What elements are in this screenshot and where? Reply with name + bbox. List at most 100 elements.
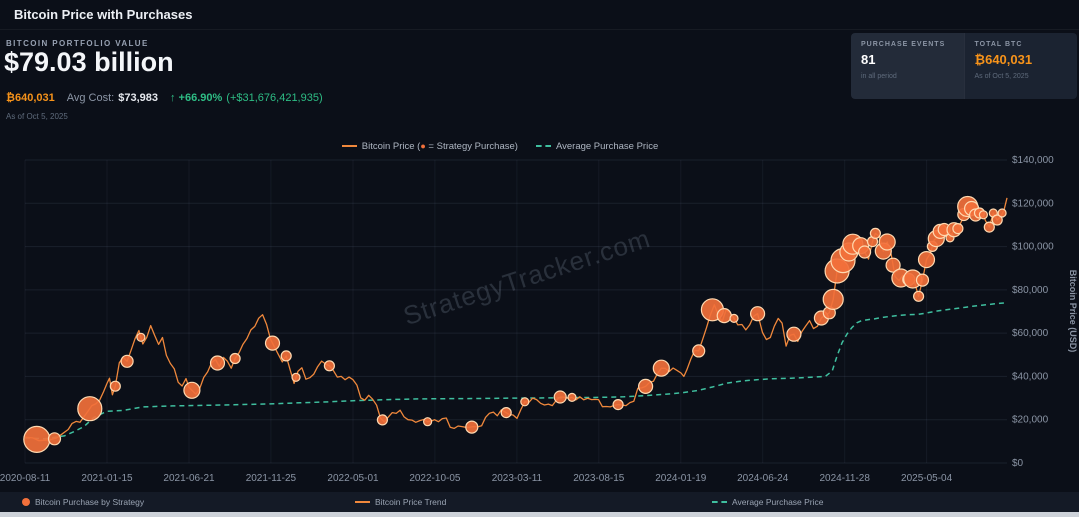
purchase-marker[interactable] <box>500 407 512 419</box>
purchase-marker[interactable] <box>553 390 567 404</box>
legend-purchase-label: Bitcoin Purchase by Strategy <box>35 497 145 507</box>
horizontal-scrollbar[interactable] <box>0 512 1079 517</box>
price-chart[interactable]: $0 $20,000 $40,000 $60,000 $80,000 $100,000 $1… <box>0 155 1079 489</box>
header-divider <box>0 29 1079 30</box>
portfolio-value: $79.03 billion <box>4 47 174 77</box>
purchase-events-label: PURCHASE EVENTS <box>861 41 946 48</box>
purchase-marker[interactable] <box>652 359 670 377</box>
purchase-marker[interactable] <box>857 245 872 259</box>
purchase-events-column: PURCHASE EVENTS 81 in all period <box>851 33 964 99</box>
purchase-marker[interactable] <box>109 380 121 392</box>
legend-price-label: Bitcoin Price (● = Strategy Purchase) <box>361 140 518 152</box>
purchase-marker[interactable] <box>520 397 530 407</box>
purchase-marker[interactable] <box>323 360 335 372</box>
legend-avg-label: Average Purchase Price <box>555 140 659 152</box>
x-tick-label: 2022-10-05 <box>409 473 461 484</box>
purchase-marker[interactable] <box>567 392 577 402</box>
purchase-marker[interactable] <box>869 227 882 240</box>
purchase-marker[interactable] <box>136 332 146 342</box>
purchase-marker[interactable] <box>209 355 226 371</box>
purchase-marker[interactable] <box>376 414 388 426</box>
avg-price-dash-swatch <box>535 145 551 147</box>
y-tick-label: $0 <box>1012 458 1024 469</box>
y-tick-label: $40,000 <box>1012 371 1049 382</box>
purchase-marker[interactable] <box>983 221 995 233</box>
portfolio-value-label: BITCOIN PORTFOLIO VALUE <box>6 39 149 48</box>
x-tick-label: 2023-08-15 <box>573 473 625 484</box>
purchase-marker[interactable] <box>183 381 201 399</box>
y-tick-label: $120,000 <box>1012 198 1054 209</box>
legend-avg-purchase-price: Average Purchase Price <box>712 492 824 512</box>
purchase-marker[interactable] <box>120 354 134 368</box>
legend-price-trend: Bitcoin Price Trend <box>355 492 446 512</box>
purchase-marker[interactable] <box>465 420 479 434</box>
x-tick-label: 2021-06-21 <box>163 473 215 484</box>
purchase-marker[interactable] <box>637 378 654 394</box>
purchase-marker[interactable] <box>729 313 739 323</box>
x-tick-label: 2025-05-04 <box>901 473 953 484</box>
purchase-marker[interactable] <box>264 335 281 351</box>
price-line-swatch <box>341 145 357 147</box>
y-axis-title: Bitcoin Price (USD) <box>1068 270 1078 353</box>
purchase-marker[interactable] <box>77 396 103 422</box>
y-tick-label: $20,000 <box>1012 415 1049 426</box>
purchase-dot-icon: ● <box>420 140 426 151</box>
legend-purchase-by-strategy: Bitcoin Purchase by Strategy <box>22 492 144 512</box>
x-tick-label: 2024-06-24 <box>737 473 789 484</box>
purchase-marker[interactable] <box>878 233 896 251</box>
purchase-marker[interactable] <box>692 344 706 358</box>
purchase-marker[interactable] <box>991 214 1003 226</box>
x-tick-label: 2022-05-01 <box>327 473 379 484</box>
purchase-marker[interactable] <box>786 326 802 342</box>
purchase-marker[interactable] <box>423 417 433 427</box>
x-tick-label: 2023-03-11 <box>492 473 543 484</box>
total-btc-date: As of Oct 5, 2025 <box>974 73 1029 80</box>
purchase-marker[interactable] <box>978 210 989 220</box>
gain-percent: ↑ +66.90% <box>170 92 223 104</box>
legend-avg-purchase-label: Average Purchase Price <box>732 497 824 507</box>
purchase-marker[interactable] <box>952 222 964 235</box>
legend-bitcoin-price: Bitcoin Price (● = Strategy Purchase) <box>341 140 518 152</box>
purchase-events-period: in all period <box>861 73 897 80</box>
gain: ↑ +66.90% (+$31,676,421,935) <box>170 92 323 104</box>
chart-legend-bottom: Bitcoin Purchase by Strategy Bitcoin Pri… <box>0 492 1079 512</box>
x-tick-label: 2020-08-11 <box>0 473 51 484</box>
purchase-marker[interactable] <box>229 352 241 365</box>
x-tick-label: 2024-11-28 <box>819 473 870 484</box>
purchase-marker[interactable] <box>915 273 930 287</box>
legend-price-trend-label: Bitcoin Price Trend <box>375 497 447 507</box>
as-of-date: As of Oct 5, 2025 <box>6 112 68 121</box>
purchase-marker[interactable] <box>280 350 292 362</box>
purchase-marker-icon <box>22 498 30 506</box>
y-tick-label: $60,000 <box>1012 328 1049 339</box>
price-line <box>24 197 1008 442</box>
total-btc-label: TOTAL BTC <box>974 41 1023 48</box>
purchase-marker[interactable] <box>749 306 766 322</box>
y-tick-label: $140,000 <box>1012 155 1054 166</box>
purchase-marker[interactable] <box>822 288 844 310</box>
portfolio-stats-row: ₿640,031 Avg Cost: $73,983 ↑ +66.90% (+$31… <box>6 92 323 104</box>
avg-cost-label: Avg Cost: <box>66 92 115 104</box>
chart-legend-top: Bitcoin Price (● = Strategy Purchase) Av… <box>0 139 1000 153</box>
total-btc-amount: ₿640,031 <box>6 92 55 104</box>
purchase-marker[interactable] <box>997 208 1007 218</box>
total-btc-value: ₿640,031 <box>974 52 1033 67</box>
y-tick-label: $80,000 <box>1012 285 1049 296</box>
purchase-marker[interactable] <box>23 425 51 453</box>
purchase-events-value: 81 <box>861 52 876 67</box>
total-btc-column: TOTAL BTC ₿640,031 As of Oct 5, 2025 <box>963 33 1078 99</box>
x-tick-label: 2021-01-15 <box>81 473 133 484</box>
x-tick-label: 2024-01-19 <box>655 473 707 484</box>
purchase-marker[interactable] <box>917 250 936 269</box>
legend-average-price: Average Purchase Price <box>535 140 659 152</box>
purchase-marker[interactable] <box>47 432 62 446</box>
purchase-marker[interactable] <box>912 290 925 302</box>
purchase-marker[interactable] <box>291 372 301 382</box>
purchase-stats-card: PURCHASE EVENTS 81 in all period TOTAL B… <box>851 33 1077 99</box>
y-tick-label: $100,000 <box>1012 242 1054 253</box>
purchase-marker[interactable] <box>885 257 901 273</box>
avg-price-line <box>24 302 1008 440</box>
purchase-marker[interactable] <box>716 308 732 324</box>
purchase-marker[interactable] <box>612 399 624 411</box>
